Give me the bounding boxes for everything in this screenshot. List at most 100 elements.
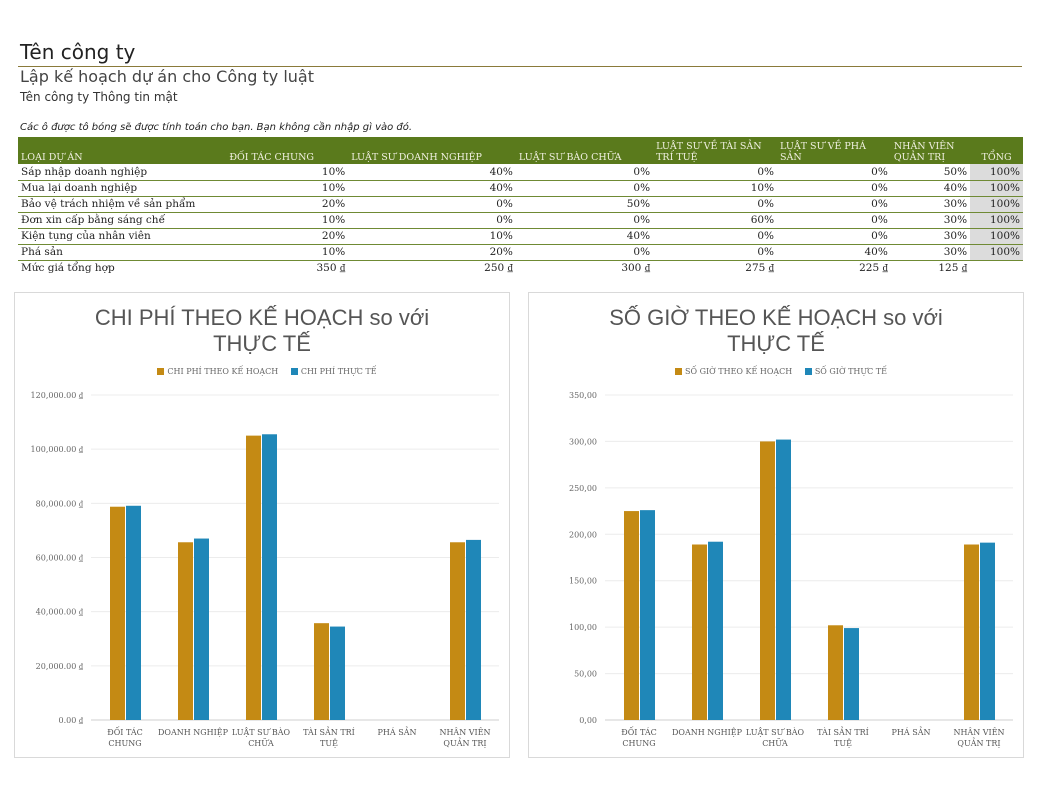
allocation-cell[interactable]: 0% [515, 212, 654, 229]
allocation-cell[interactable]: 10% [226, 164, 349, 181]
rate-cell[interactable]: 350 ₫ [316, 262, 346, 275]
bar-actual [126, 505, 141, 720]
x-tick-label: ĐỐI TÁC CHUNG [621, 727, 657, 748]
allocation-cell[interactable]: 0% [777, 196, 891, 213]
blended-rate-label[interactable]: Mức giá tổng hợp [21, 262, 115, 275]
col-header-total[interactable]: TỔNG [970, 137, 1023, 164]
hours-chart-plot: 0,00 50,00 100,00 150,00 200,00 250,00 300,00 3… [569, 391, 1013, 748]
table-header-row: LOẠI DỰ ÁN ĐỐI TÁC CHUNG LUẬT SƯ DOANH N… [18, 137, 1023, 164]
col-header-general-partner[interactable]: ĐỐI TÁC CHUNG [226, 137, 349, 164]
allocation-cell[interactable]: 0% [515, 180, 654, 197]
bar-actual [194, 538, 209, 720]
bar-planned [314, 623, 329, 720]
legend-actual-cost: CHI PHÍ THỰC TẾ [300, 367, 377, 376]
col-header-bankruptcy-lawyer[interactable]: LUẬT SƯ VỀ PHÁ SẢN [777, 137, 891, 164]
x-tick-label: TÀI SẢN TRÍ TUỆ [817, 727, 869, 748]
x-tick-label: PHÁ SẢN [892, 727, 931, 737]
allocation-cell[interactable]: 0% [653, 244, 778, 261]
col-header-admin-staff[interactable]: NHÂN VIÊN QUẢN TRỊ [890, 137, 971, 164]
rate-cell[interactable]: 275 ₫ [745, 262, 775, 275]
allocation-cell[interactable]: 0% [348, 212, 516, 229]
allocation-cell[interactable]: 0% [653, 164, 778, 181]
x-tick-label: TÀI SẢN TRÍ TUỆ [303, 727, 355, 748]
allocation-cell[interactable]: 0% [653, 196, 778, 213]
rate-cell[interactable]: 225 ₫ [859, 262, 888, 275]
bar-planned [110, 506, 125, 720]
rate-cell[interactable]: 300 ₫ [621, 262, 651, 275]
allocation-cell[interactable]: 10% [653, 180, 778, 197]
y-tick-label: 250,00 [569, 484, 597, 493]
total-cell[interactable]: 100% [970, 196, 1023, 213]
allocation-cell[interactable]: 20% [226, 228, 349, 245]
y-tick-label: 50,00 [574, 670, 597, 679]
legend-planned-swatch [157, 368, 165, 375]
allocation-cell[interactable]: 0% [777, 228, 891, 245]
x-tick-label: DOANH NGHIỆP [672, 728, 743, 737]
allocation-cell[interactable]: 50% [890, 164, 971, 181]
project-type-patent-application[interactable]: Đơn xin cấp bằng sáng chế [18, 212, 227, 229]
allocation-cell[interactable]: 10% [226, 212, 349, 229]
hours-chart[interactable]: SỐ GIỜ THEO KẾ HOẠCH so với THỰC TẾ SỐ G… [528, 292, 1024, 758]
rate-cell[interactable]: 250 ₫ [484, 262, 513, 275]
allocation-cell[interactable]: 0% [653, 228, 778, 245]
total-cell[interactable]: 100% [970, 180, 1023, 197]
allocation-cell[interactable]: 0% [777, 212, 891, 229]
allocation-cell[interactable]: 0% [777, 164, 891, 181]
col-header-ip-lawyer[interactable]: LUẬT SƯ VỀ TÀI SẢN TRÍ TUỆ [653, 137, 778, 164]
allocation-cell[interactable]: 30% [890, 212, 971, 229]
y-tick-label: 120,000.00 ₫ [31, 391, 84, 400]
x-tick-label: NHÂN VIÊN QUẢN TRỊ [439, 728, 490, 748]
confidential-label: Tên công ty Thông tin mật [20, 90, 178, 104]
col-header-defense-lawyer[interactable]: LUẬT SƯ BÀO CHỮA [515, 137, 654, 164]
allocation-cell[interactable]: 30% [890, 244, 971, 261]
allocation-cell[interactable]: 40% [890, 180, 971, 197]
y-tick-label: 60,000.00 ₫ [36, 554, 84, 563]
col-header-project-type[interactable]: LOẠI DỰ ÁN [18, 137, 227, 164]
project-type-acquisition[interactable]: Mua lại doanh nghiệp [18, 180, 227, 197]
project-type-bankruptcy[interactable]: Phá sản [18, 244, 227, 261]
y-tick-label: 200,00 [569, 530, 597, 539]
allocation-cell[interactable]: 0% [348, 196, 516, 213]
allocation-cell[interactable]: 10% [226, 244, 349, 261]
allocation-cell[interactable]: 30% [890, 196, 971, 213]
allocation-cell[interactable]: 50% [515, 196, 654, 213]
legend-actual-swatch [804, 368, 812, 375]
total-cell[interactable]: 100% [970, 244, 1023, 261]
project-type-product-liability[interactable]: Bảo vệ trách nhiệm về sản phẩm [18, 196, 227, 213]
bar-planned [450, 542, 465, 720]
rate-cell[interactable]: 125 ₫ [938, 262, 968, 275]
allocation-cell[interactable]: 0% [777, 180, 891, 197]
allocation-cell[interactable]: 40% [777, 244, 891, 261]
project-type-merger[interactable]: Sáp nhập doanh nghiệp [18, 164, 227, 181]
total-cell[interactable]: 100% [970, 228, 1023, 245]
bar-actual [980, 542, 995, 720]
col-header-corporate-lawyer[interactable]: LUẬT SƯ DOANH NGHIỆP [348, 137, 516, 164]
total-cell[interactable]: 100% [970, 164, 1023, 181]
page-subtitle: Lập kế hoạch dự án cho Công ty luật [20, 67, 314, 86]
allocation-cell[interactable]: 30% [890, 228, 971, 245]
allocation-cell[interactable]: 20% [348, 244, 516, 261]
allocation-cell[interactable]: 0% [515, 244, 654, 261]
legend-planned-swatch [675, 368, 683, 375]
bar-actual [776, 439, 791, 720]
bar-actual [708, 541, 723, 720]
cost-chart[interactable]: CHI PHÍ THEO KẾ HOẠCH so với THỰC TẾ CHI… [14, 292, 510, 758]
allocation-cell[interactable]: 0% [515, 164, 654, 181]
y-tick-label: 20,000.00 ₫ [36, 662, 84, 671]
table-row: Đơn xin cấp bằng sáng chế 10% 0% 0% 60% 0% 30%… [18, 212, 1023, 229]
allocation-cell[interactable]: 40% [348, 180, 516, 197]
legend-actual-hours: SỐ GIỜ THỰC TẾ [814, 367, 887, 376]
allocation-cell[interactable]: 40% [348, 164, 516, 181]
x-tick-label: NHÂN VIÊN QUẢN TRỊ [953, 728, 1004, 748]
y-tick-label: 300,00 [569, 437, 597, 446]
allocation-cell[interactable]: 40% [515, 228, 654, 245]
allocation-cell[interactable]: 20% [226, 196, 349, 213]
total-cell[interactable]: 100% [970, 212, 1023, 229]
table-row: Kiện tụng của nhân viên 20% 10% 40% 0% 0% 30% 1… [18, 228, 1023, 245]
project-type-employee-litigation[interactable]: Kiện tụng của nhân viên [18, 228, 227, 245]
x-tick-label: ĐỐI TÁC CHUNG [107, 727, 143, 748]
allocation-cell[interactable]: 10% [348, 228, 516, 245]
allocation-cell[interactable]: 10% [226, 180, 349, 197]
bar-planned [760, 441, 775, 720]
allocation-cell[interactable]: 60% [653, 212, 778, 229]
